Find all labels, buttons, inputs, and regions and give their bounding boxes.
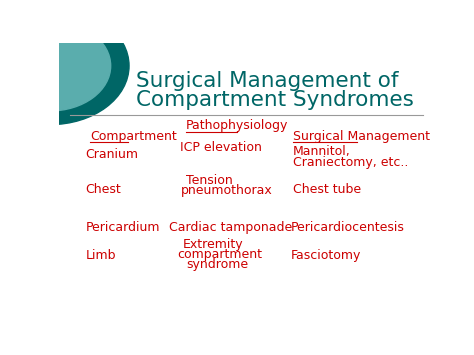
Text: Pericardium: Pericardium <box>86 220 160 234</box>
Text: pneumothorax: pneumothorax <box>181 184 272 197</box>
Circle shape <box>0 7 129 125</box>
Text: Pathophysiology: Pathophysiology <box>186 120 288 132</box>
Text: Pericardiocentesis: Pericardiocentesis <box>291 220 404 234</box>
Text: Cranium: Cranium <box>86 148 139 161</box>
Text: Fasciotomy: Fasciotomy <box>291 249 361 262</box>
Text: Craniectomy, etc..: Craniectomy, etc.. <box>292 155 408 169</box>
Text: Compartment Syndromes: Compartment Syndromes <box>137 89 414 110</box>
Text: Tension: Tension <box>186 174 233 187</box>
Text: compartment: compartment <box>178 248 263 261</box>
Text: Surgical Management of: Surgical Management of <box>137 71 399 91</box>
Text: Limb: Limb <box>86 249 116 262</box>
Text: syndrome: syndrome <box>187 257 249 271</box>
Circle shape <box>0 21 110 111</box>
Text: Surgical Management: Surgical Management <box>292 130 429 143</box>
Text: Chest tube: Chest tube <box>292 183 361 196</box>
Text: Cardiac tamponade: Cardiac tamponade <box>169 220 293 234</box>
Text: Compartment: Compartment <box>91 130 177 143</box>
Text: Chest: Chest <box>86 183 121 196</box>
Text: Extremity: Extremity <box>182 238 243 251</box>
Text: ICP elevation: ICP elevation <box>181 141 262 154</box>
Text: Mannitol,: Mannitol, <box>292 146 350 158</box>
